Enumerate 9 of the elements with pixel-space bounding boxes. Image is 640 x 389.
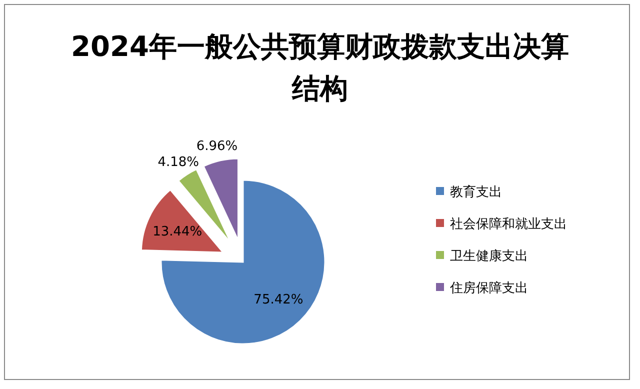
data-label: 75.42% [254,292,304,308]
data-label: 6.96% [196,138,238,154]
data-label: 13.44% [152,224,202,240]
legend-label: 教育支出 [450,184,502,200]
chart-title: 2024年一般公共预算财政拨款支出决算结构 [70,29,570,107]
data-label: 4.18% [158,154,200,170]
legend-label: 社会保障和就业支出 [450,217,567,232]
legend-label: 卫生健康支出 [450,249,528,264]
legend-label: 住房保障支出 [449,280,528,296]
